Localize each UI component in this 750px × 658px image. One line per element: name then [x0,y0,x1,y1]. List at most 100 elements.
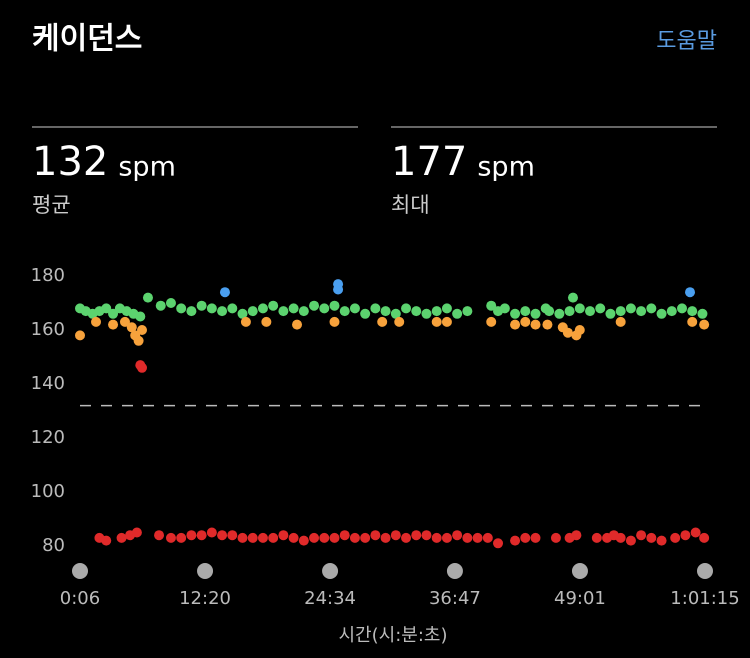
help-link[interactable]: 도움말 [656,29,717,54]
cadence-point [394,316,405,327]
cadence-point [108,308,119,319]
cadence-point [101,303,112,314]
x-tick-label: 1:01:15 [670,588,739,609]
cadence-point [585,306,596,317]
cadence-point [452,308,463,319]
cadence-point [421,308,432,319]
stats: 132 spm 평균 177 spm 최대 [32,139,535,217]
stat-value: 132 [32,139,108,185]
cadence-point [196,300,207,311]
cadence-point [571,530,582,541]
cadence-point [510,535,521,546]
cadence-point [278,306,289,317]
cadence-point [329,532,340,543]
cadence-point [656,308,667,319]
cadence-point [217,530,228,541]
cadence-point [227,530,238,541]
cadence-point [268,300,279,311]
cadence-point [510,308,521,319]
cadence-point [441,532,452,543]
cadence-point [319,303,330,314]
cadence-point [520,306,531,317]
cadence-point [431,532,442,543]
cadence-point [542,319,553,330]
x-axis-title: 시간(시:분:초) [339,625,448,646]
cadence-point [380,306,391,317]
cadence-point [441,316,452,327]
cadence-point [329,316,340,327]
x-tick-label: 49:01 [554,588,606,609]
cadence-point [550,532,561,543]
cadence-point [685,287,696,298]
cadence-point [625,303,636,314]
cadence-point [591,532,602,543]
x-tick-dot [197,563,214,579]
cadence-point [377,316,388,327]
cadence-point [176,303,187,314]
cadence-point [108,319,119,330]
cadence-point [137,362,148,373]
x-tick-dot [571,563,588,579]
cadence-point [666,306,677,317]
cadence-point [360,532,371,543]
stat-label: 최대 [391,193,430,217]
cadence-point [196,530,207,541]
cadence-point [595,303,606,314]
cadence-point [646,303,657,314]
cadence-point [75,330,85,341]
cadence-point [116,532,127,543]
cadence-point [615,306,626,317]
cadence-point [574,303,585,314]
cadence-point [219,287,230,298]
cadence-point [298,535,309,546]
cadence-point [520,532,531,543]
cadence-point [247,532,258,543]
cadence-point [564,306,575,317]
cadence-point [349,532,360,543]
cadence-point [452,530,463,541]
cadence-point [142,292,153,303]
cadence-point [119,316,130,327]
stat-unit: spm [118,152,176,183]
stat-value: 177 [391,139,467,185]
cadence-point [554,308,565,319]
cadence-point [530,319,541,330]
cadence-point [687,306,698,317]
cadence-point [237,532,248,543]
cadence-point [687,316,698,327]
cadence-point [486,316,497,327]
cadence-point [567,292,578,303]
cadence-point [165,298,176,308]
cadence-point [462,306,473,317]
cadence-point [697,308,708,319]
cadence-point [339,306,350,317]
x-tick-dot [322,563,339,579]
cadence-point [462,532,473,543]
cadence-point [339,530,350,541]
stat-label: 평균 [32,193,71,217]
cadence-point [486,300,497,311]
cadence-point [411,306,422,317]
x-tick-dot [72,563,88,579]
cadence-point [562,327,573,338]
cadence-point [510,319,521,330]
cadence-point [176,532,187,543]
page-title: 케이던스 [32,22,142,57]
cadence-point [131,527,142,538]
y-tick-label: 160 [31,319,65,340]
cadence-point [574,325,585,335]
cadence-point [482,532,493,543]
x-tick-dot [446,563,463,579]
cadence-point [605,308,616,319]
cadence-point [530,532,541,543]
cadence-point [699,319,710,330]
plot: 80 100 120 140 160 180 0:06 12:20 24:34 36:47 49:0… [31,265,740,609]
cadence-point [154,530,165,541]
cadence-point [520,316,531,327]
cadence-point [380,532,391,543]
x-tick-dot [697,563,713,579]
cadence-point [292,319,303,330]
cadence-point [544,306,555,317]
cadence-point [288,532,299,543]
